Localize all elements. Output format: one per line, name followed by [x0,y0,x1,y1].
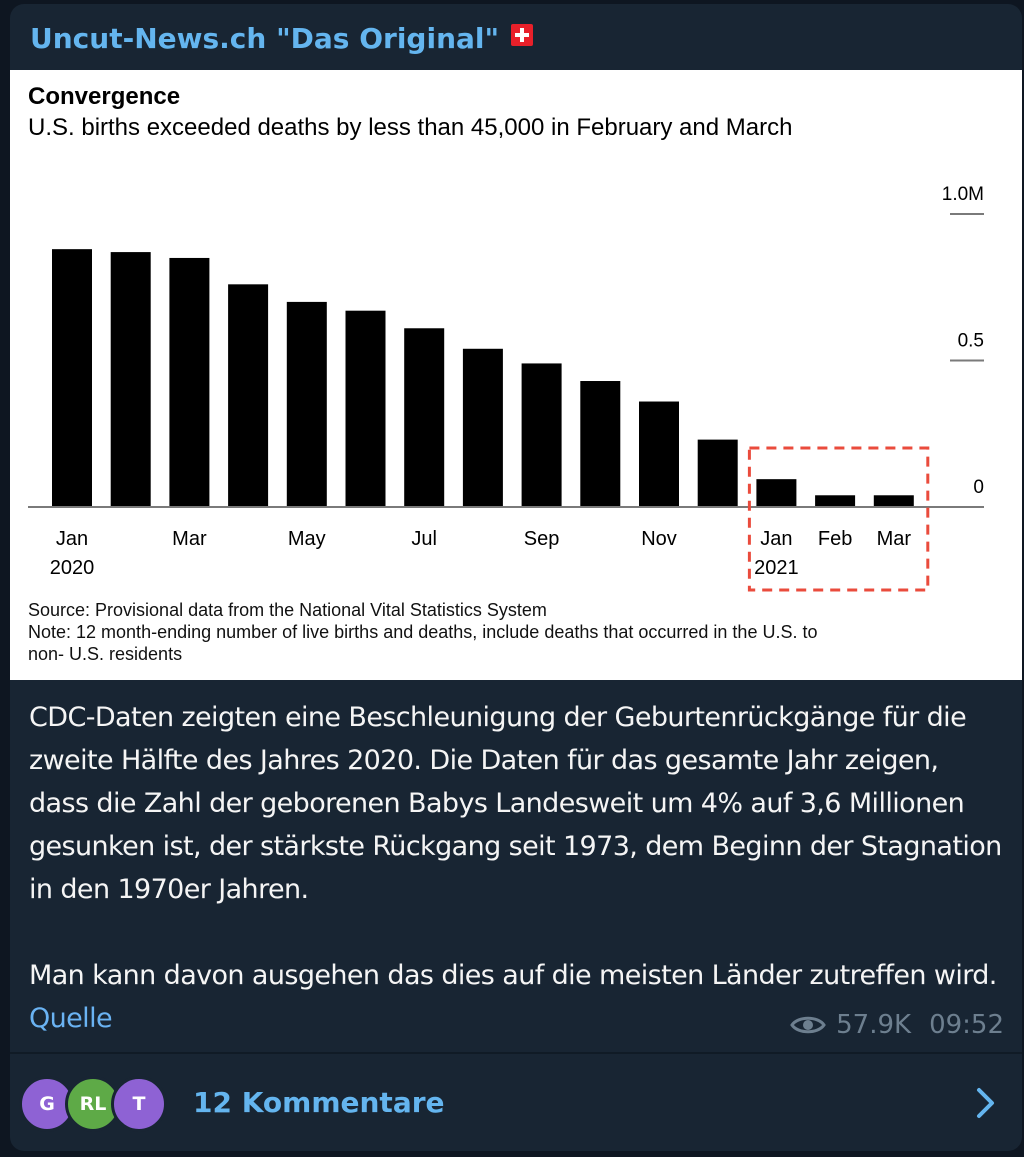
bar-jun-2020 [345,310,386,507]
bar-mar-2020 [169,257,210,507]
chart-note-continued: non- U.S. residents [28,644,182,664]
bar-may-2020 [286,301,327,507]
post-time: 09:52 [929,1010,1004,1040]
y-axis: 1.0M 0.5 0 [942,184,984,498]
chart-source: Source: Provisional data from the Nation… [28,600,547,620]
divider [10,1052,1022,1054]
bar-feb-2020 [110,252,151,507]
x-axis: Jan 2020 Mar May Jul Sep Nov Jan 2021 Feb Mar [50,528,912,579]
x-tick-label: Mar [172,528,207,550]
eye-icon [790,1016,826,1034]
bars [52,249,914,507]
bar-apr-2020 [228,284,269,507]
highlight-box [747,446,930,592]
x-tick-label: Jan [56,528,88,550]
avatar: T [111,1076,167,1132]
x-tick-label: Feb [818,528,852,550]
y-tick-label: 0.5 [958,331,984,352]
x-tick-label: Nov [641,528,677,550]
chevron-right-icon[interactable] [974,1087,998,1119]
source-link[interactable]: Quelle [29,1003,113,1034]
bar-jan-2021 [756,479,797,507]
swiss-flag-icon [511,24,534,46]
chart-title: Convergence [28,83,180,110]
message-paragraph-text: Man kann davon ausgehen das dies auf die… [29,960,997,991]
chart-subtitle: U.S. births exceeded deaths by less than… [28,114,792,141]
channel-name[interactable]: Uncut-News.ch "Das Original" [30,22,500,55]
bar-mar-2021 [873,495,914,507]
post-meta: 57.9K 09:52 [790,1010,1004,1040]
bar-nov-2020 [639,401,679,507]
x-tick-year-label: 2021 [754,557,799,579]
bar-jan-2020 [52,249,92,507]
bar-dec-2020 [697,439,738,507]
comments-count-label[interactable]: 12 Kommentare [193,1086,445,1119]
x-tick-label: Sep [524,528,560,550]
bar-aug-2020 [462,348,503,507]
chart-image[interactable]: Convergence U.S. births exceeded deaths … [10,70,1022,680]
bar-jul-2020 [404,328,445,507]
x-tick-label: Mar [877,528,912,550]
bar-feb-2021 [815,495,856,507]
x-tick-label: Jan [760,528,792,550]
x-tick-label: Jul [411,528,437,550]
x-tick-label: May [288,528,326,550]
chart-note: Note: 12 month-ending number of live bir… [28,622,817,642]
y-tick-label: 0 [973,477,984,498]
view-count: 57.9K [836,1010,912,1040]
message-paragraph: Man kann davon ausgehen das dies auf die… [29,954,1004,1040]
message-text: CDC-Daten zeigten eine Beschleunigung de… [29,696,1004,1040]
channel-post: Uncut-News.ch "Das Original" Convergence… [10,4,1022,1151]
bar-oct-2020 [580,381,621,507]
bar-sep-2020 [521,363,562,507]
message-paragraph: CDC-Daten zeigten eine Beschleunigung de… [29,702,1002,905]
y-tick-label: 1.0M [942,184,984,205]
comments-button[interactable]: G RL T 12 Kommentare [10,1054,1022,1151]
bar-chart: Convergence U.S. births exceeded deaths … [28,83,984,664]
channel-title[interactable]: Uncut-News.ch "Das Original" [30,22,534,55]
x-tick-year-label: 2020 [50,557,95,579]
